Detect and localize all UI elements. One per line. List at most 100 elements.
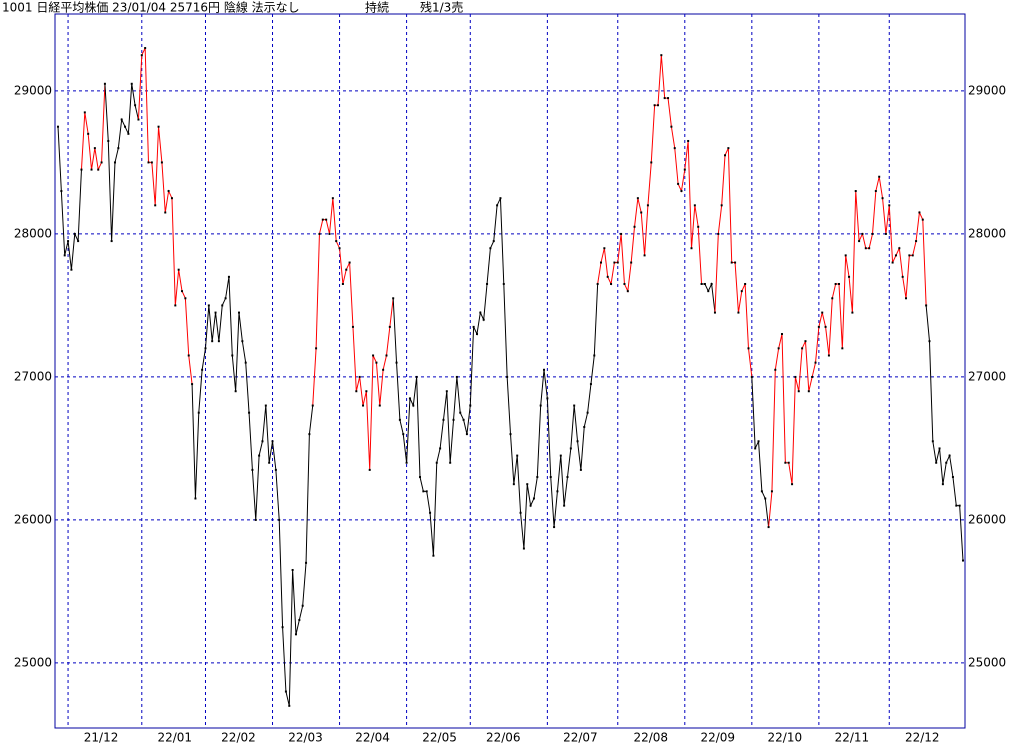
point	[579, 468, 582, 471]
point	[707, 290, 710, 293]
point	[713, 311, 716, 314]
line-run	[925, 305, 964, 561]
y-tick-label: 28000	[14, 226, 52, 240]
point	[184, 297, 187, 300]
point	[610, 282, 613, 285]
point	[147, 161, 150, 164]
point	[452, 418, 455, 421]
point	[224, 297, 227, 300]
point	[563, 504, 566, 507]
point	[697, 225, 700, 228]
position: 残1/3売	[420, 0, 463, 15]
point	[459, 411, 462, 414]
point	[194, 497, 197, 500]
point	[392, 297, 395, 300]
point	[573, 404, 576, 407]
point	[335, 240, 338, 243]
point	[640, 211, 643, 214]
line-run	[701, 282, 716, 313]
point	[613, 261, 616, 264]
point	[469, 404, 472, 407]
point	[734, 261, 737, 264]
point	[811, 375, 814, 378]
point	[894, 254, 897, 257]
point	[479, 311, 482, 314]
point	[499, 197, 502, 200]
point	[191, 383, 194, 386]
point	[596, 282, 599, 285]
point	[181, 290, 184, 293]
point	[298, 619, 301, 622]
point	[690, 247, 693, 250]
point	[905, 297, 908, 300]
point	[680, 190, 683, 193]
point	[351, 325, 354, 328]
point	[113, 161, 116, 164]
point	[861, 232, 864, 235]
point	[358, 375, 361, 378]
point	[874, 190, 877, 193]
point	[305, 561, 308, 564]
point	[435, 461, 438, 464]
point	[429, 511, 432, 514]
point	[321, 218, 324, 221]
point	[921, 218, 924, 221]
point	[385, 354, 388, 357]
point	[844, 254, 847, 257]
point	[630, 261, 633, 264]
point	[757, 440, 760, 443]
point	[294, 633, 297, 636]
point	[177, 268, 180, 271]
point	[837, 282, 840, 285]
point	[589, 383, 592, 386]
point	[372, 354, 375, 357]
point	[623, 282, 626, 285]
point	[197, 411, 200, 414]
point	[646, 204, 649, 207]
point	[509, 433, 512, 436]
point	[365, 390, 368, 393]
point	[207, 304, 210, 307]
point	[258, 454, 261, 457]
point	[341, 282, 344, 285]
point	[908, 254, 911, 257]
point	[710, 282, 713, 285]
point	[911, 254, 914, 257]
point	[740, 290, 743, 293]
y-tick-label-right: 29000	[968, 83, 1006, 97]
point	[700, 282, 703, 285]
point	[566, 476, 569, 479]
point	[891, 261, 894, 264]
point	[781, 333, 783, 336]
point	[375, 361, 378, 364]
point	[465, 433, 468, 436]
point	[110, 240, 113, 243]
point	[626, 290, 629, 293]
point	[925, 304, 928, 307]
point	[301, 604, 304, 607]
point	[730, 261, 733, 264]
point	[502, 282, 505, 285]
point	[583, 425, 586, 428]
point	[492, 240, 495, 243]
point	[881, 197, 884, 200]
x-tick-label: 22/08	[633, 731, 668, 745]
point	[851, 311, 854, 314]
point	[962, 559, 964, 562]
point	[536, 476, 539, 479]
point	[160, 161, 163, 164]
point	[278, 518, 281, 521]
point	[516, 454, 519, 457]
point	[683, 168, 686, 171]
point	[888, 204, 891, 207]
point	[774, 368, 777, 371]
point	[687, 139, 690, 142]
point	[328, 232, 331, 235]
point	[221, 304, 224, 307]
point	[650, 161, 653, 164]
point	[858, 240, 861, 243]
line-run	[80, 83, 106, 172]
point	[951, 476, 954, 479]
y-tick-label-right: 28000	[968, 226, 1006, 240]
